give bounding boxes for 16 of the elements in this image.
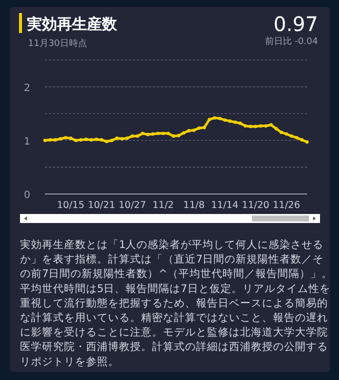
y-tick-label: 0 — [24, 190, 30, 201]
chart-subtitle: 11月30日時点 — [28, 38, 87, 49]
x-tick-label: 10/15 — [56, 200, 84, 211]
x-tick-label: 10/27 — [118, 200, 146, 211]
x-tick-label: 11/26 — [272, 200, 300, 211]
chart-title: 実効再生産数 — [26, 15, 118, 33]
x-tick-label: 10/21 — [88, 200, 116, 211]
y-tick-label: 1 — [24, 136, 30, 148]
y-tick-label: 2 — [24, 82, 30, 94]
text: 実効再生産数とは「1人の感染者が平均して何人に感染させるか」を表す指標。計算式は「（直近7日間の新規陽性者数／その前7日間の新規陽性者数）^（平均世代時間／報告間隔）」。平均世代時間は5日、報告間隔は7日と仮定。リアルタイム性を重視して流行動態を把握するため、報告日ベースによる簡易的な計算式を用いている。精密な計算ではないこと、報告の遅れに影響を受けることに注意。モデルと監修は北海道大学大学院医学研究院・西浦博教授。計算式の詳細は西浦教授の公開するリポジトリを参照。 — [20, 239, 332, 368]
x-tick-label: 11/14 — [211, 200, 238, 211]
text: 前日比 -0.04 — [264, 36, 318, 47]
x-tick-label: 11/8 — [183, 200, 205, 211]
x-tick-label: 11/2 — [152, 200, 174, 211]
x-tick-label: 11/20 — [242, 200, 270, 211]
text: 0.97 — [273, 12, 318, 36]
